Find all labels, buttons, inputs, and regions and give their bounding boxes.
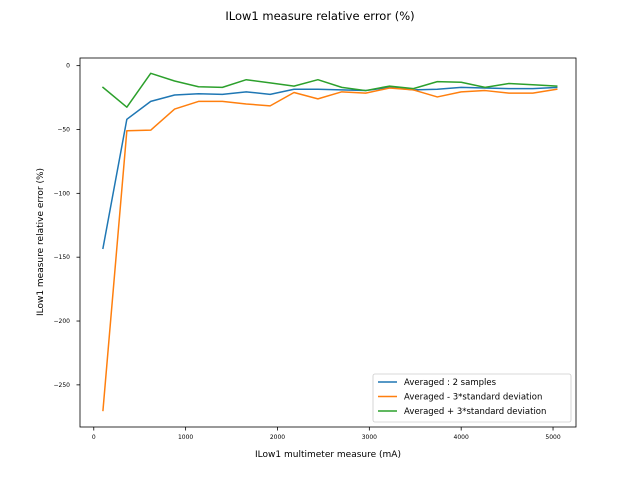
series-line-1	[102, 86, 558, 250]
y-tick-label: −150	[54, 254, 71, 261]
x-tick-label: 0	[92, 434, 96, 441]
series-line-2	[102, 87, 558, 412]
x-tick-label: 2000	[270, 434, 285, 441]
plot-frame	[79, 57, 577, 428]
y-tick-label: −50	[57, 127, 70, 134]
legend-label-3: Averaged + 3*standard deviation	[404, 407, 546, 417]
legend-label-1: Averaged : 2 samples	[404, 378, 497, 388]
plot-area: 0 1000 2000 3000 4000 5000 0 −50 −100 −150 −200 −25…	[54, 57, 577, 441]
y-tick-label: −100	[54, 190, 71, 197]
y-tick-label: 0	[66, 63, 70, 70]
series-line-3	[101, 72, 558, 108]
chart-title: ILow1 measure relative error (%)	[225, 9, 414, 23]
y-tick-label: −250	[54, 382, 71, 389]
x-axis-title: ILow1 multimeter measure (mA)	[255, 450, 401, 460]
x-tick-label: 3000	[362, 434, 377, 441]
legend: Averaged : 2 samples Averaged - 3*standar…	[372, 373, 572, 423]
x-tick-label: 5000	[545, 434, 560, 441]
legend-box	[372, 373, 572, 423]
x-tick-label: 1000	[178, 434, 193, 441]
y-tick-label: −200	[54, 318, 71, 325]
y-axis-title: ILow1 measure relative error (%)	[36, 168, 46, 316]
x-tick-label: 4000	[454, 434, 469, 441]
legend-label-2: Averaged - 3*standard deviation	[404, 393, 542, 403]
